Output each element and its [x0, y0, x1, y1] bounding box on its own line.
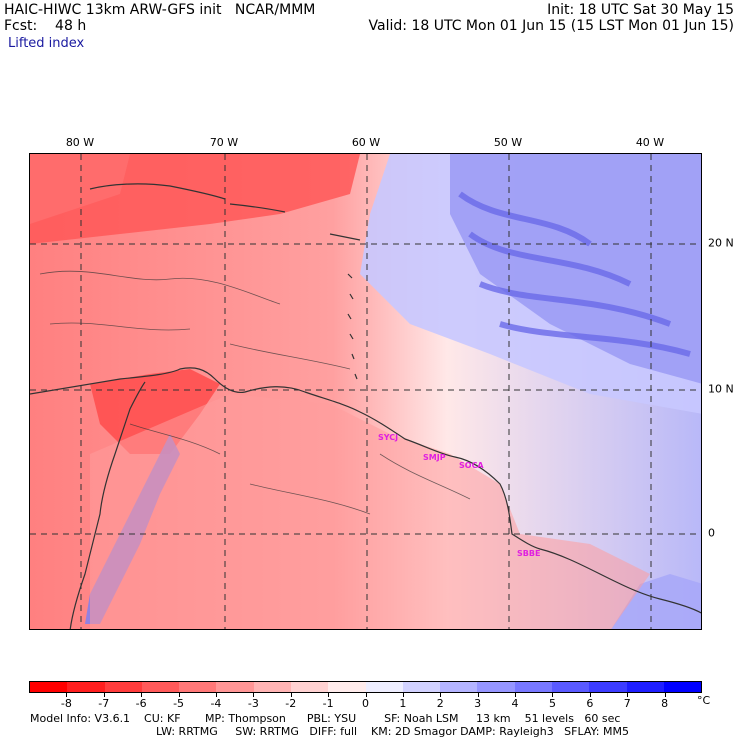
station-smjp: SMJP [423, 453, 446, 462]
valid-time: Valid: 18 UTC Mon 01 Jun 15 (15 LST Mon … [368, 18, 734, 34]
coastline-caribbean-islands [89, 183, 361, 380]
lon-label-80w: 80 W [65, 136, 95, 149]
graticule [30, 154, 701, 629]
colorbar-tick [589, 693, 591, 697]
colorbar-tick [477, 693, 479, 697]
coastline-pacific [69, 381, 146, 629]
colorbar-tick [103, 693, 105, 697]
colorbar-segment [104, 682, 142, 692]
colorbar-tick [253, 693, 255, 697]
colorbar-tick-label: -8 [60, 697, 72, 710]
stable-region-core [450, 154, 701, 384]
lon-label-60w: 60 W [351, 136, 381, 149]
colorbar-tick-label: 5 [548, 697, 556, 710]
field-name: Lifted index [8, 36, 85, 51]
colorbar-tick [440, 693, 442, 697]
colorbar-segment [402, 682, 441, 692]
lat-label-0: 0 [708, 526, 715, 540]
colorbar-tick-label: 3 [474, 697, 482, 710]
colorbar-tick-label: -6 [135, 697, 147, 710]
model-info-line2: LW: RRTMG SW: RRTMG DIFF: full KM: 2D Sm… [156, 725, 629, 738]
colorbar-segment [290, 682, 329, 692]
colorbar-tick [66, 693, 68, 697]
station-soca: SOCA [459, 461, 484, 470]
lon-label-40w: 40 W [635, 136, 665, 149]
lon-label-70w: 70 W [209, 136, 239, 149]
colorbar-segment [141, 682, 180, 692]
colorbar-tick-label: 4 [511, 697, 519, 710]
colorbar-tick [290, 693, 292, 697]
colorbar-tick [178, 693, 180, 697]
colorbar-tick [402, 693, 404, 697]
forecast-hour: Fcst: 48 h [4, 18, 87, 34]
unstable-northwest [30, 154, 130, 224]
colorbar-tick-label: -2 [285, 697, 297, 710]
colorbar-unit: °C [697, 694, 711, 707]
colorbar-tick-label: -3 [247, 697, 259, 710]
lat-label-20n: 20 N [708, 236, 734, 250]
map-panel [29, 153, 702, 630]
colorbar-segment [589, 682, 627, 692]
colorbar-tick [664, 693, 666, 697]
contours [39, 270, 471, 515]
colorbar-tick-label: -5 [173, 697, 185, 710]
colorbar-tick-label: -4 [210, 697, 222, 710]
station-sbbe: SBBE [517, 549, 541, 558]
colorbar-tick [141, 693, 143, 697]
stable-region-southeast [611, 574, 701, 629]
lifted-index-map [30, 154, 701, 629]
colorbar-segment [179, 682, 217, 692]
colorbar-tick-label: 6 [586, 697, 594, 710]
colorbar-segment [551, 682, 590, 692]
station-sycj: SYCJ [378, 433, 399, 442]
colorbar-segment [30, 682, 68, 692]
colorbar-tick-label: 7 [623, 697, 631, 710]
lon-label-50w: 50 W [493, 136, 523, 149]
colorbar-segment [663, 682, 702, 692]
colorbar-segment [253, 682, 291, 692]
colorbar-tick-label: 1 [399, 697, 407, 710]
colorbar-segment [440, 682, 478, 692]
colorbar-segment [67, 682, 105, 692]
colorbar-ticks: -8 -7 -6 -5 -4 -3 -2 -1 0 1 2 3 4 5 6 7 8 [29, 693, 702, 711]
land-field-south [90, 394, 650, 629]
init-time: Init: 18 UTC Sat 30 May 15 [547, 2, 734, 18]
colorbar-tick-label: 2 [436, 697, 444, 710]
colorbar-segment [328, 682, 366, 692]
colorbar-tick [328, 693, 330, 697]
colorbar-tick-label: -1 [322, 697, 334, 710]
colorbar [29, 681, 702, 693]
colorbar-tick [515, 693, 517, 697]
colorbar-segment [216, 682, 254, 692]
colorbar-segment [477, 682, 515, 692]
colorbar-tick-label: 8 [661, 697, 669, 710]
colorbar-tick [365, 693, 367, 697]
coastline-south-america [30, 367, 701, 614]
colorbar-tick-label: 0 [362, 697, 369, 710]
colorbar-tick [627, 693, 629, 697]
colorbar-segment [514, 682, 552, 692]
colorbar-tick [215, 693, 217, 697]
colorbar-segment [365, 682, 403, 692]
colorbar-tick-label: -7 [98, 697, 110, 710]
model-info-line1: Model Info: V3.6.1 CU: KF MP: Thompson P… [30, 712, 621, 725]
header-title: HAIC-HIWC 13km ARW-GFS init NCAR/MMM [4, 2, 316, 18]
colorbar-segment [626, 682, 664, 692]
lat-label-10n: 10 N [708, 382, 734, 396]
stable-bands [458, 191, 691, 357]
colorbar-tick [552, 693, 554, 697]
